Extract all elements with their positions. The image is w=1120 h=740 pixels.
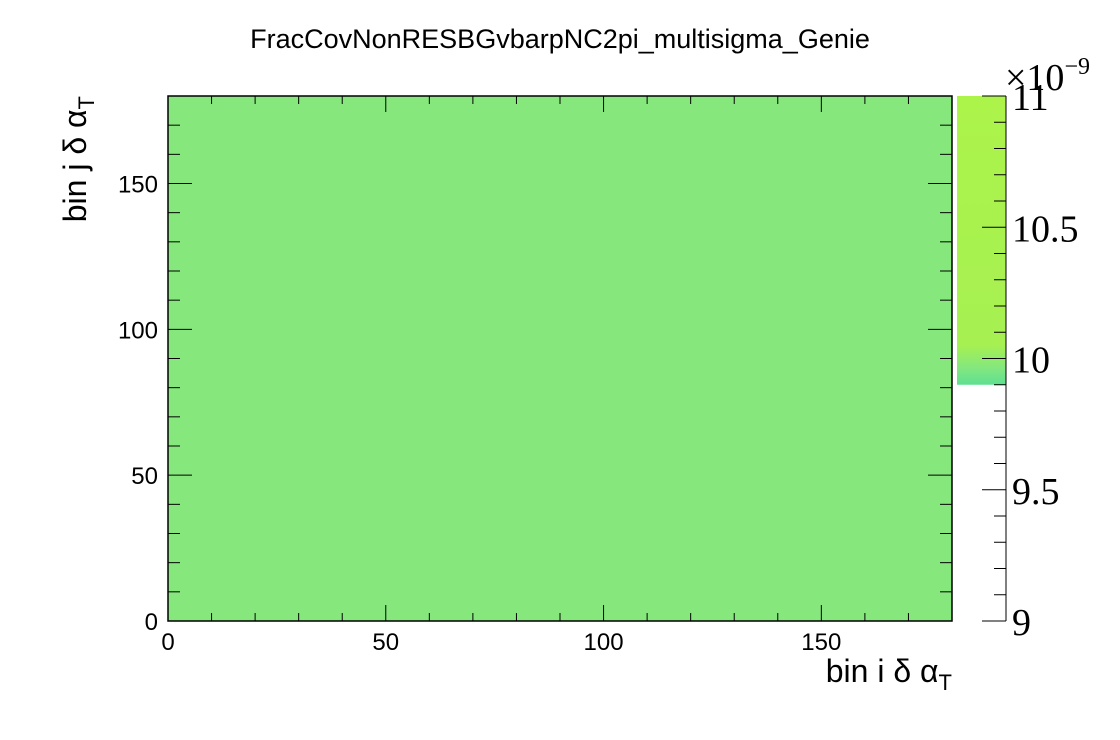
plot-area (167, 95, 953, 622)
color-scale-tick-label: 11 (1012, 77, 1049, 119)
x-tick-label: 0 (161, 629, 174, 656)
x-axis-label-text: bin i δ α (826, 653, 939, 689)
color-scale-exponent-base: ×10 (1005, 57, 1064, 99)
y-tick-label: 100 (118, 317, 158, 344)
x-axis-label: bin i δ αT (826, 653, 952, 695)
color-scale-gradient (957, 96, 1006, 385)
color-scale-tick-label: 10 (1012, 340, 1050, 382)
y-tick-label: 0 (145, 609, 158, 636)
heatmap-cell-0 (168, 96, 952, 621)
x-axis-label-subscript: T (939, 670, 952, 695)
y-axis-label-subscript: T (74, 96, 99, 109)
y-axis-label: bin j δ αT (57, 96, 99, 222)
chart-title: FracCovNonRESBGvbarpNC2pi_multisigma_Gen… (250, 24, 870, 54)
color-scale-tick-label: 9 (1012, 602, 1031, 644)
x-tick-label: 150 (801, 629, 841, 656)
y-axis: 0 50 100 150 (118, 95, 952, 636)
y-tick-label: 50 (131, 463, 158, 490)
color-scale-tick-label: 10.5 (1012, 208, 1079, 250)
y-axis-label-text: bin j δ α (57, 109, 93, 222)
color-scale-tick-label: 9.5 (1012, 471, 1060, 513)
x-axis: 0 50 100 150 (161, 96, 953, 656)
x-tick-label: 50 (372, 629, 399, 656)
color-scale-exponent-power: −9 (1064, 54, 1090, 80)
color-scale-exponent: ×10−9 (1005, 54, 1090, 99)
color-scale-bar: 9 9.5 10 10.5 11 (957, 77, 1079, 644)
x-tick-label: 100 (584, 629, 624, 656)
y-tick-label: 150 (118, 172, 158, 199)
